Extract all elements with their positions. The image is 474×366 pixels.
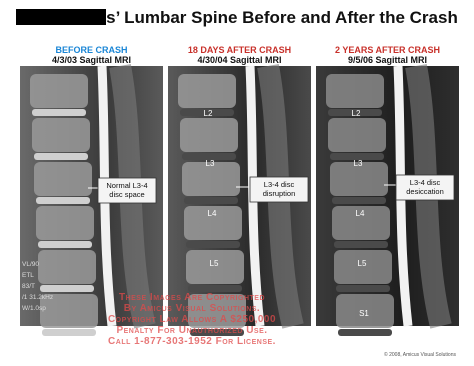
watermark: Penalty For Unauthorized Use. xyxy=(116,325,267,336)
vertebra xyxy=(326,74,384,108)
disc xyxy=(188,285,242,292)
watermark: Copyright Law Allows A $250,000 xyxy=(108,314,276,325)
panel-heading: 2 YEARS AFTER CRASH xyxy=(335,45,440,55)
scan-text: 83/T xyxy=(22,283,35,290)
level-label: L2 xyxy=(352,109,361,118)
disc xyxy=(34,153,88,160)
watermark: Call 1-877-303-1952 For License. xyxy=(108,336,276,347)
scan-text: /1 31.2kHz xyxy=(22,294,53,301)
level-label: L5 xyxy=(210,259,219,268)
panel-date: 9/5/06 Sagittal MRI xyxy=(348,55,427,65)
watermark: By Amicus Visual Solutions. xyxy=(124,303,260,314)
vertebra xyxy=(334,250,392,284)
vertebra xyxy=(188,294,246,328)
annotation-text: disc space xyxy=(109,190,144,199)
annotation-box xyxy=(395,174,455,201)
annotation-text: desiccation xyxy=(406,187,444,196)
disc xyxy=(330,153,384,160)
watermark: These Images Are Copyrighted xyxy=(119,292,265,303)
vertebra xyxy=(186,250,244,284)
vertebra xyxy=(182,162,240,196)
disc xyxy=(186,241,240,248)
scan-text: ETL xyxy=(22,272,34,279)
level-label: L2 xyxy=(204,109,213,118)
panel-heading: 18 DAYS AFTER CRASH xyxy=(188,45,291,55)
disc xyxy=(180,109,234,116)
vertebra xyxy=(180,118,238,152)
disc xyxy=(336,285,390,292)
annotation-box xyxy=(249,176,309,203)
disc xyxy=(42,329,96,336)
disc xyxy=(40,285,94,292)
annotation-text: disruption xyxy=(263,189,296,198)
panel-date: 4/3/03 Sagittal MRI xyxy=(52,55,131,65)
vertebra xyxy=(178,74,236,108)
level-label: L3 xyxy=(206,159,215,168)
disc xyxy=(328,109,382,116)
disc xyxy=(182,153,236,160)
disc xyxy=(32,109,86,116)
copyright: © 2008, Amicus Visual Solutions xyxy=(384,351,456,358)
level-label: L4 xyxy=(208,209,217,218)
disc xyxy=(332,197,386,204)
title: s’ Lumbar Spine Before and After the Cra… xyxy=(106,8,458,27)
disc xyxy=(38,241,92,248)
disc xyxy=(338,329,392,336)
vertebra xyxy=(34,162,92,196)
annotation-text: L3-4 disc xyxy=(410,178,441,187)
disc xyxy=(36,197,90,204)
vertebra xyxy=(336,294,394,328)
disc xyxy=(184,197,238,204)
vertebra xyxy=(36,206,94,240)
annotation-box xyxy=(97,177,157,204)
vertebra xyxy=(40,294,98,328)
scan-text: W/1.0sp xyxy=(22,305,46,312)
vertebra xyxy=(328,118,386,152)
annotation-text: Normal L3-4 xyxy=(106,181,147,190)
vertebra xyxy=(32,118,90,152)
level-label: S1 xyxy=(359,309,369,318)
scan-text: VL/90 xyxy=(22,261,39,268)
annotation-text: L3-4 disc xyxy=(264,180,295,189)
vertebra xyxy=(38,250,96,284)
vertebra xyxy=(330,162,388,196)
vertebra xyxy=(332,206,390,240)
level-label: L4 xyxy=(356,209,365,218)
vertebra xyxy=(30,74,88,108)
vertebra xyxy=(184,206,242,240)
disc xyxy=(190,329,244,336)
level-label: L5 xyxy=(358,259,367,268)
panel-heading: BEFORE CRASH xyxy=(55,45,127,55)
disc xyxy=(334,241,388,248)
title-row: s’ Lumbar Spine Before and After the Cra… xyxy=(0,8,474,28)
redaction xyxy=(16,9,107,25)
panel-date: 4/30/04 Sagittal MRI xyxy=(197,55,281,65)
level-label: L3 xyxy=(354,159,363,168)
